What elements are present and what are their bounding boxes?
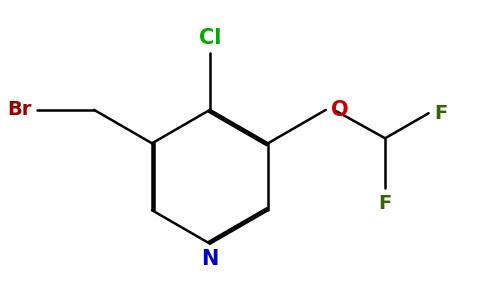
Text: F: F <box>434 104 447 123</box>
Text: Br: Br <box>7 100 32 119</box>
Text: F: F <box>378 194 392 213</box>
Text: N: N <box>201 249 219 269</box>
Text: Cl: Cl <box>199 28 221 48</box>
Text: O: O <box>331 100 349 120</box>
